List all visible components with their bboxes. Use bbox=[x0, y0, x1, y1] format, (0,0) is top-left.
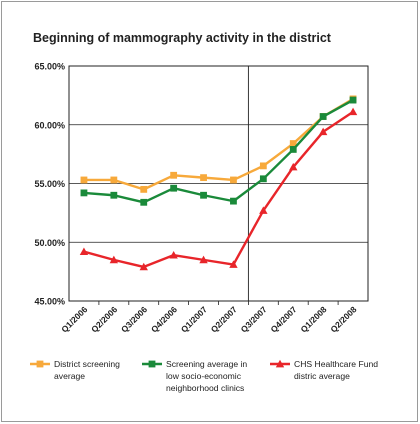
data-point-s1 bbox=[110, 176, 118, 184]
series-line-2 bbox=[83, 99, 354, 204]
x-tick-label: Q4/2007 bbox=[269, 304, 299, 334]
x-tick-label: Q3/2006 bbox=[119, 304, 149, 334]
y-tick-label: 50.00% bbox=[34, 238, 65, 248]
chart-title: Beginning of mammography activity in the… bbox=[33, 31, 331, 45]
x-tick-label: Q1/2008 bbox=[298, 304, 328, 334]
data-point-s1 bbox=[170, 171, 178, 179]
data-point-s3 bbox=[229, 260, 238, 268]
data-point-s1 bbox=[289, 140, 297, 147]
data-point-s2 bbox=[200, 191, 207, 199]
data-point-s1 bbox=[230, 176, 237, 184]
x-tick-label: Q2/2007 bbox=[209, 304, 239, 334]
data-point-s1 bbox=[259, 162, 267, 170]
data-point-s3 bbox=[109, 255, 119, 264]
x-tick-label: Q4/2006 bbox=[149, 304, 179, 334]
data-point-s2 bbox=[319, 113, 327, 120]
y-tick-label: 60.00% bbox=[34, 120, 65, 130]
legend-label-3: distric average bbox=[294, 371, 350, 381]
legend-label-2: neighborhood clinics bbox=[166, 383, 244, 393]
data-point-s2 bbox=[140, 198, 148, 206]
legend-label-2: low socio-economic bbox=[166, 371, 242, 381]
data-point-s1 bbox=[140, 185, 148, 193]
data-point-s2 bbox=[80, 189, 88, 197]
x-tick-label: Q1/2006 bbox=[59, 304, 89, 334]
data-point-s2 bbox=[110, 191, 118, 199]
data-point-s2 bbox=[259, 175, 267, 183]
data-point-s3 bbox=[318, 127, 328, 136]
y-tick-label: 55.00% bbox=[34, 179, 65, 189]
series-line-1 bbox=[83, 97, 354, 191]
x-tick-label: Q1/2007 bbox=[179, 304, 209, 334]
x-tick-label: Q2/2008 bbox=[328, 304, 358, 334]
data-point-s3 bbox=[169, 250, 178, 259]
y-tick-label: 65.00% bbox=[34, 62, 65, 72]
x-tick-label: Q3/2007 bbox=[239, 304, 269, 334]
legend-label-1: average bbox=[54, 371, 85, 381]
legend-marker-3 bbox=[275, 359, 285, 368]
legend-marker-1 bbox=[36, 360, 44, 368]
legend-label-3: CHS Healthcare Fund bbox=[294, 359, 378, 369]
legend-label-2: Screening average in bbox=[166, 359, 247, 369]
y-tick-label: 45.00% bbox=[34, 297, 65, 307]
data-point-s2 bbox=[349, 96, 357, 104]
data-point-s3 bbox=[289, 162, 298, 171]
data-point-s2 bbox=[230, 197, 237, 205]
x-tick-label: Q2/2006 bbox=[89, 304, 119, 334]
data-point-s3 bbox=[259, 206, 268, 214]
series-line-3 bbox=[83, 110, 354, 269]
data-point-s2 bbox=[289, 146, 297, 153]
data-point-s3 bbox=[348, 107, 358, 116]
data-point-s3 bbox=[79, 247, 89, 256]
data-point-s1 bbox=[200, 174, 207, 182]
data-point-s3 bbox=[199, 255, 208, 264]
data-point-s3 bbox=[139, 262, 148, 271]
legend-label-1: District screening bbox=[54, 359, 120, 369]
legend-marker-2 bbox=[148, 360, 156, 368]
data-point-s2 bbox=[170, 184, 178, 192]
data-point-s1 bbox=[80, 176, 88, 184]
